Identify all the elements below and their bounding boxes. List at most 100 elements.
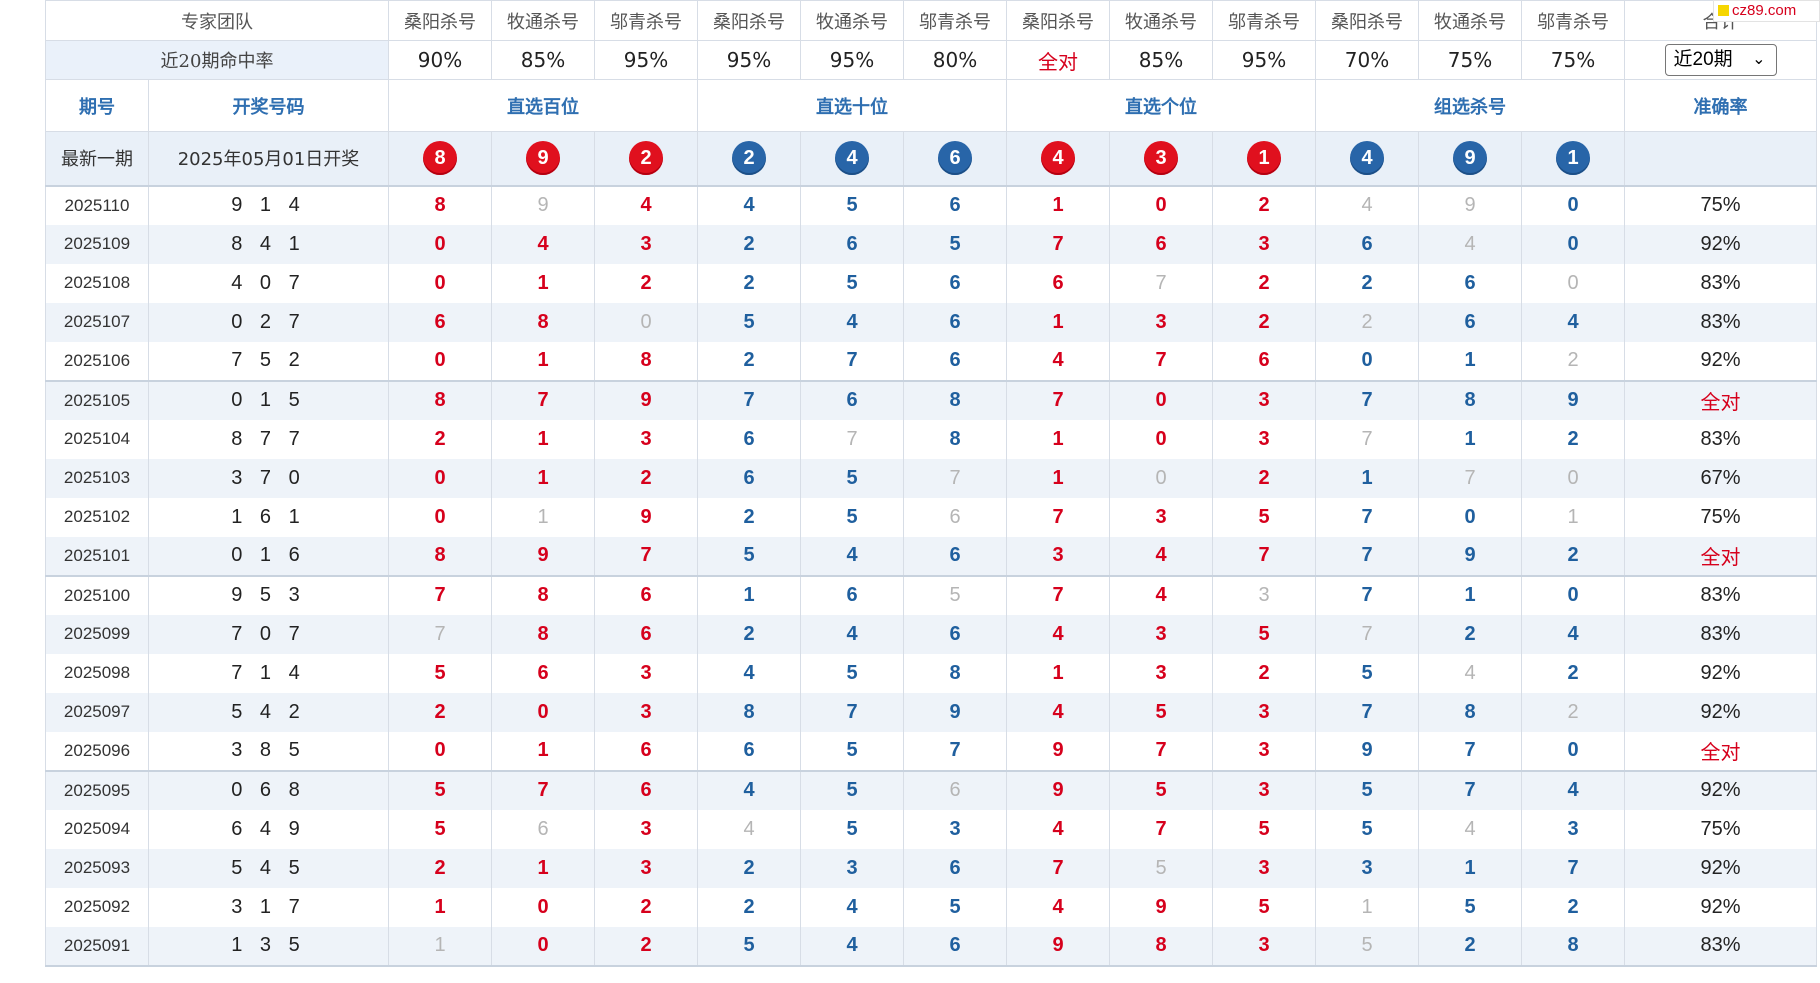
- kill-number-cell: 7: [1006, 848, 1110, 888]
- table-row: 2025104 8 7 7 2 1 3 6 7 8 1 0 3 7 1 2 83%: [45, 419, 1817, 459]
- kill-number-hit: 8: [1464, 700, 1476, 723]
- kill-number-miss: 1: [434, 934, 446, 956]
- kill-number-hit: 4: [640, 194, 652, 216]
- hit-rate-value: 全对: [1006, 40, 1110, 80]
- kill-number-cell: 6: [1315, 224, 1419, 264]
- kill-number-hit: 2: [743, 622, 755, 645]
- latest-ball-cell: 1: [1521, 131, 1625, 187]
- kill-number-cell: 0: [1109, 458, 1213, 498]
- kill-number-cell: 4: [1521, 614, 1625, 654]
- kill-number-hit: 2: [1258, 194, 1270, 216]
- issue-number: 2025109: [45, 224, 149, 264]
- kill-number-cell: 0: [1418, 497, 1522, 537]
- draw-numbers: 3 8 5: [148, 731, 389, 772]
- number-ball: 4: [1350, 141, 1384, 176]
- kill-number-hit: 6: [743, 427, 755, 450]
- kill-number-miss: 3: [1258, 584, 1270, 606]
- kill-number-cell: 2: [1418, 926, 1522, 967]
- kill-number-hit: 8: [1567, 934, 1579, 956]
- kill-number-cell: 0: [1521, 575, 1625, 615]
- kill-number-hit: 1: [1052, 194, 1064, 216]
- draw-numbers: 0 1 6: [148, 536, 389, 577]
- latest-ball-cell: 9: [491, 131, 595, 187]
- kill-number-cell: 0: [491, 926, 595, 967]
- kill-number-cell: 8: [491, 614, 595, 654]
- kill-number-hit: 7: [1258, 544, 1270, 566]
- draw-numbers: 8 4 1: [148, 224, 389, 264]
- issue-number: 2025092: [45, 887, 149, 927]
- expert-name: 牧通杀号: [1418, 0, 1522, 41]
- kill-number-cell: 9: [1521, 380, 1625, 420]
- kill-number-hit: 3: [640, 817, 652, 840]
- kill-number-cell: 7: [1315, 536, 1419, 577]
- kill-number-cell: 9: [594, 497, 698, 537]
- kill-number-cell: 3: [1212, 380, 1316, 420]
- kill-number-cell: 3: [1212, 848, 1316, 888]
- kill-number-cell: 3: [594, 653, 698, 693]
- kill-number-hit: 2: [640, 895, 652, 918]
- kill-number-cell: 6: [903, 497, 1007, 537]
- kill-number-cell: 6: [800, 224, 904, 264]
- kill-number-hit: 1: [1052, 466, 1064, 489]
- hit-rate-value: 95%: [594, 40, 698, 80]
- hit-rate-value: 85%: [1109, 40, 1213, 80]
- table-row: 2025092 3 1 7 1 0 2 2 4 5 4 9 5 1 5 2 92%: [45, 887, 1817, 927]
- kill-number-cell: 2: [594, 926, 698, 967]
- kill-number-hit: 2: [434, 427, 446, 450]
- kill-number-cell: 4: [1006, 341, 1110, 382]
- kill-number-hit: 6: [1155, 232, 1167, 255]
- kill-number-hit: 4: [846, 544, 858, 566]
- issue-number: 2025102: [45, 497, 149, 537]
- kill-number-miss: 5: [1361, 934, 1373, 956]
- period-select[interactable]: 近20期 ⌄: [1664, 44, 1777, 76]
- kill-number-table-container: 专家团队 桑阳杀号 牧通杀号 邬青杀号 桑阳杀号 牧通杀号 邬青杀号 桑阳杀号 …: [45, 0, 1817, 967]
- kill-number-miss: 7: [1361, 622, 1373, 645]
- kill-number-hit: 0: [1567, 739, 1579, 761]
- kill-number-cell: 2: [1418, 614, 1522, 654]
- table-row: 2025107 0 2 7 6 8 0 5 4 6 1 3 2 2 6 4 83%: [45, 302, 1817, 342]
- kill-number-hit: 2: [1567, 544, 1579, 566]
- accuracy-value: 92%: [1624, 770, 1817, 810]
- kill-number-hit: 8: [434, 194, 446, 216]
- kill-number-cell: 7: [594, 536, 698, 577]
- kill-number-hit: 6: [434, 310, 446, 333]
- draw-numbers: 1 3 5: [148, 926, 389, 967]
- kill-number-hit: 1: [1052, 427, 1064, 450]
- kill-number-cell: 7: [1006, 224, 1110, 264]
- accuracy-value: 83%: [1624, 614, 1817, 654]
- kill-number-hit: 2: [1361, 271, 1373, 294]
- kill-number-cell: 8: [491, 302, 595, 342]
- kill-number-hit: 9: [1464, 544, 1476, 566]
- kill-number-cell: 6: [903, 536, 1007, 577]
- kill-number-hit: 5: [1361, 661, 1373, 684]
- kill-number-cell: 5: [800, 809, 904, 849]
- kill-number-cell: 9: [491, 185, 595, 225]
- kill-number-hit: 0: [434, 466, 446, 489]
- kill-number-hit: 2: [743, 232, 755, 255]
- table-row: 2025106 7 5 2 0 1 8 2 7 6 4 7 6 0 1 2 92%: [45, 341, 1817, 382]
- kill-number-hit: 1: [1464, 584, 1476, 606]
- kill-number-hit: 2: [1464, 934, 1476, 956]
- kill-number-cell: 3: [594, 692, 698, 732]
- kill-number-cell: 4: [697, 185, 801, 225]
- kill-number-hit: 0: [1464, 505, 1476, 528]
- kill-number-hit: 1: [1052, 661, 1064, 684]
- kill-number-cell: 8: [491, 575, 595, 615]
- kill-number-hit: 5: [846, 194, 858, 216]
- kill-number-miss: 9: [537, 194, 549, 216]
- kill-number-hit: 5: [846, 505, 858, 528]
- kill-number-hit: 5: [846, 817, 858, 840]
- kill-number-hit: 7: [1361, 544, 1373, 566]
- table-row: 2025102 1 6 1 0 1 9 2 5 6 7 3 5 7 0 1 75%: [45, 497, 1817, 537]
- kill-number-cell: 8: [388, 536, 492, 577]
- kill-number-cell: 0: [388, 497, 492, 537]
- kill-number-cell: 8: [903, 380, 1007, 420]
- kill-number-cell: 1: [1315, 887, 1419, 927]
- number-ball: 9: [526, 141, 560, 176]
- kill-number-cell: 5: [1212, 614, 1316, 654]
- kill-number-cell: 6: [1418, 263, 1522, 303]
- kill-number-cell: 2: [697, 341, 801, 382]
- kill-number-hit: 5: [1464, 895, 1476, 918]
- kill-number-hit: 1: [1464, 856, 1476, 879]
- latest-ball-cell: 4: [1315, 131, 1419, 187]
